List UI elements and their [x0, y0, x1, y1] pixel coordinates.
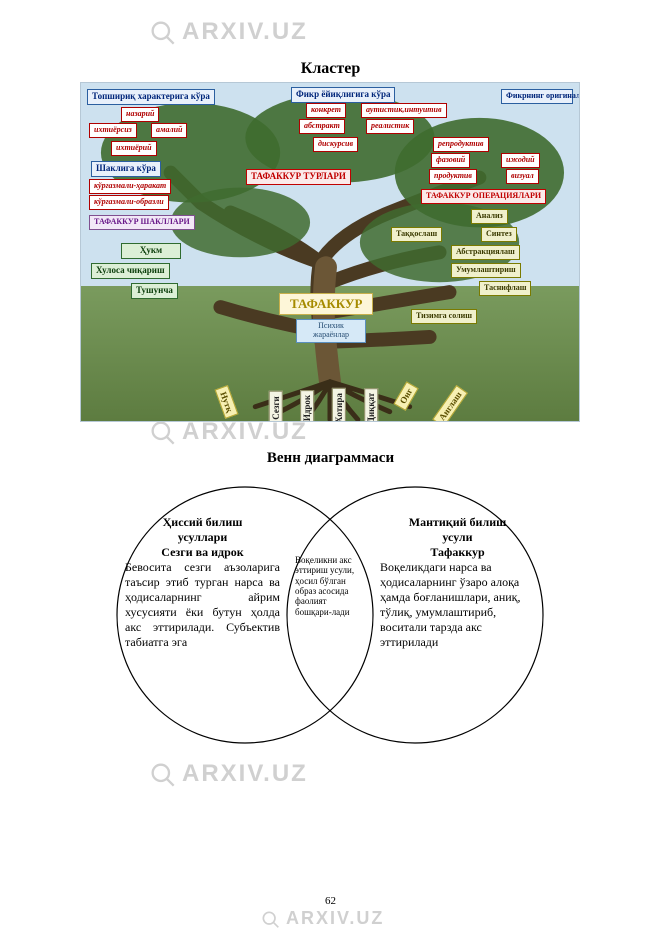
venn-diagram: Ҳиссий билиш усуллари Сезги ва идрок Бев… — [70, 480, 590, 750]
tag-ixtiyoriy: ихтиёрий — [111, 141, 157, 156]
tag-diskursiv: дискурсив — [313, 137, 358, 152]
cluster-title: Кластер — [0, 60, 661, 78]
venn-right-body: Воқеликдаги нарса ва ҳодисаларнинг ўзаро… — [380, 560, 535, 650]
header-topright: Фикрнинг оригиналлик даражасига кўра — [501, 89, 573, 104]
venn-center-body: Воқеликни акс эттириш усули, ҳосил бўлга… — [295, 555, 365, 617]
shape-xulosa: Хулоса чиқариш — [91, 263, 170, 279]
tag-ijodiy: ижодий — [501, 153, 540, 168]
op-analiz: Анализ — [471, 209, 508, 224]
tag-amaliy: амалий — [151, 123, 187, 138]
op-tasniflash: Таснифлаш — [479, 281, 531, 296]
tag-konkret: конкрет — [306, 103, 346, 118]
watermark: ARXIV.UZ — [260, 908, 384, 929]
watermark-text: ARXIV.UZ — [182, 760, 308, 788]
tag-autistik: аутистик,интуитив — [361, 103, 447, 118]
venn-left-title2: усуллари — [125, 530, 280, 545]
shape-hukm: Ҳукм — [121, 243, 181, 259]
page-number: 62 — [0, 895, 661, 907]
tag-realistik: реалистик — [366, 119, 414, 134]
op-sintez: Синтез — [481, 227, 517, 242]
watermark: ARXIV.UZ — [148, 418, 308, 446]
venn-right-title3: Тафаккур — [380, 545, 535, 560]
watermark-text: ARXIV.UZ — [286, 908, 384, 929]
watermark: ARXIV.UZ — [148, 18, 308, 46]
tag-vizual: визуал — [506, 169, 539, 184]
venn-left-title1: Ҳиссий билиш — [125, 515, 280, 530]
watermark-text: ARXIV.UZ — [182, 18, 308, 46]
watermark-text: ARXIV.UZ — [182, 418, 308, 446]
center-tafakkur: ТАФАККУР — [279, 293, 373, 315]
header-topmid: Фикр ёйиқлигига кўра — [291, 87, 395, 103]
venn-center: Воқеликни акс эттириш усули, ҳосил бўлга… — [295, 555, 365, 617]
tag-produktiv: продуктив — [429, 169, 477, 184]
tag-ixtiyorsiz: ихтиёрсиз — [89, 123, 137, 138]
venn-title: Венн диаграммаси — [0, 450, 661, 467]
tag-abstrakt: абстракт — [299, 119, 345, 134]
root-sezgi: Сезги — [269, 391, 283, 422]
venn-left: Ҳиссий билиш усуллари Сезги ва идрок Бев… — [125, 515, 280, 650]
venn-left-body: Бевосита сезги аъзоларига таъсир этиб ту… — [125, 560, 280, 650]
op-taqqoslash: Таққослаш — [391, 227, 442, 242]
tag-kurg-harakat: кўргазмали-ҳаракат — [89, 179, 171, 194]
op-umumlashtirish: Умумлаштириш — [451, 263, 521, 278]
venn-right-title1: Мантиқий билиш — [380, 515, 535, 530]
root-xotira: Хотира — [332, 388, 346, 422]
tree-diagram: Топшириқ характерига кўра Фикр ёйиқлигиг… — [80, 82, 580, 422]
watermark: ARXIV.UZ — [148, 760, 308, 788]
section-turlari: ТАФАККУР ТУРЛАРИ — [246, 169, 351, 185]
tag-kurg-obrazli: кўргазмали-образли — [89, 195, 169, 210]
shape-tushuncha: Тушунча — [131, 283, 178, 299]
tag-reproduktiv: репродуктив — [433, 137, 489, 152]
root-diqqat: Диққат — [364, 388, 378, 422]
section-operatsiyalari: ТАФАККУР ОПЕРАЦИЯЛАРИ — [421, 189, 546, 204]
tag-nazariy: назарий — [121, 107, 159, 122]
venn-right: Мантиқий билиш усули Тафаккур Воқеликдаг… — [380, 515, 535, 650]
op-tizimga: Тизимга солиш — [411, 309, 477, 324]
venn-right-title2: усули — [380, 530, 535, 545]
root-idrok: Идрок — [300, 390, 314, 422]
header-shape: Шаклига кўра — [91, 161, 161, 177]
op-abstraksiyalash: Абстракциялаш — [451, 245, 520, 260]
venn-left-title3: Сезги ва идрок — [125, 545, 280, 560]
header-topleft: Топшириқ характерига кўра — [87, 89, 215, 105]
tag-fazoviy: фазовий — [431, 153, 470, 168]
section-shakllari: ТАФАККУР ШАКЛЛАРИ — [89, 215, 195, 230]
psixik-label: Психик жараёнлар — [296, 319, 366, 343]
